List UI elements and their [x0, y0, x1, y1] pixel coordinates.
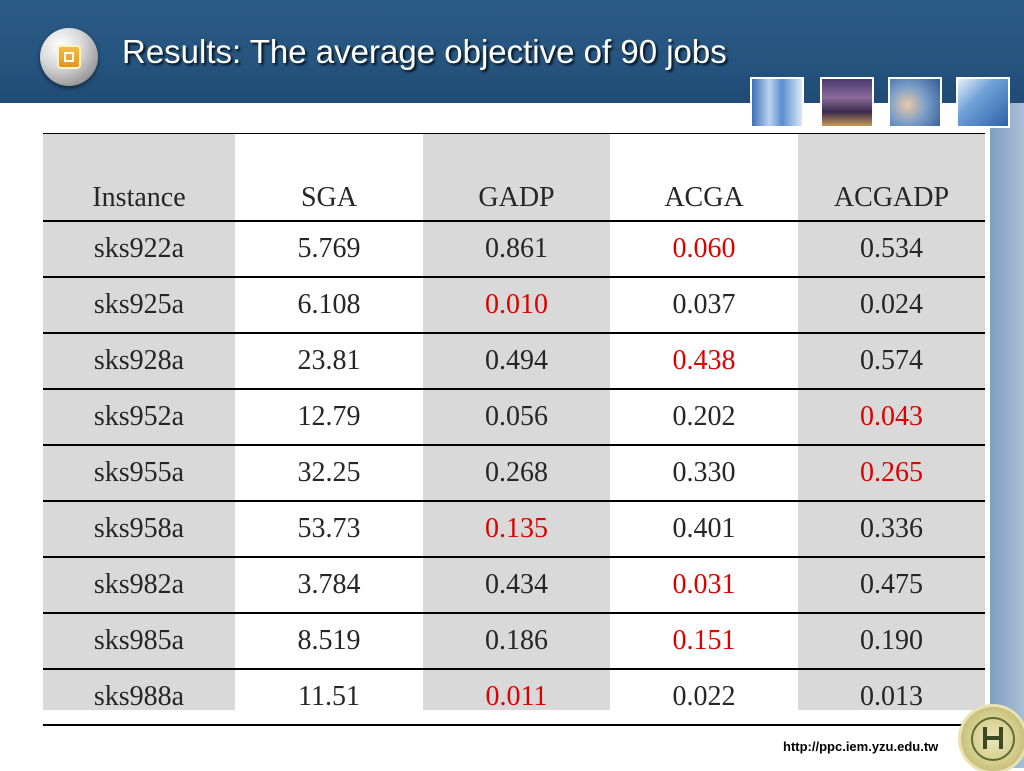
- header-gadp: GADP: [423, 133, 610, 222]
- city-night-photo-icon: [820, 77, 874, 128]
- header-acgadp: ACGADP: [798, 133, 985, 222]
- table-row: sks952a 12.79 0.056 0.202 0.043: [43, 388, 985, 446]
- table-row: sks925a 6.108 0.010 0.037 0.024: [43, 276, 985, 334]
- cell-acga: 0.401: [610, 500, 798, 558]
- cell-acgadp: 0.336: [798, 500, 985, 558]
- cell-instance: sks928a: [43, 332, 235, 390]
- cell-gadp: 0.011: [423, 668, 610, 726]
- results-table: Instance SGA GADP ACGA ACGADP sks922a 5.7…: [43, 133, 985, 726]
- cell-sga: 53.73: [235, 500, 423, 558]
- table-row: sks988a 11.51 0.011 0.022 0.013: [43, 668, 985, 726]
- person-phone-photo-icon: [888, 77, 942, 128]
- cell-acga: 0.330: [610, 444, 798, 502]
- cell-instance: sks952a: [43, 388, 235, 446]
- cell-sga: 23.81: [235, 332, 423, 390]
- building-photo-icon: [750, 77, 804, 128]
- cell-instance: sks958a: [43, 500, 235, 558]
- cell-acgadp: 0.534: [798, 220, 985, 278]
- footer-url: http://ppc.iem.yzu.edu.tw: [783, 739, 939, 754]
- cell-acga: 0.060: [610, 220, 798, 278]
- cell-acgadp: 0.024: [798, 276, 985, 334]
- cell-instance: sks988a: [43, 668, 235, 726]
- cell-acgadp: 0.574: [798, 332, 985, 390]
- header-instance: Instance: [43, 133, 235, 222]
- cell-gadp: 0.135: [423, 500, 610, 558]
- cell-sga: 12.79: [235, 388, 423, 446]
- cell-instance: sks982a: [43, 556, 235, 614]
- cell-instance: sks985a: [43, 612, 235, 670]
- cell-sga: 32.25: [235, 444, 423, 502]
- cell-acgadp: 0.190: [798, 612, 985, 670]
- table-row: sks922a 5.769 0.861 0.060 0.534: [43, 220, 985, 278]
- results-table-area: Instance SGA GADP ACGA ACGADP sks922a 5.7…: [43, 133, 985, 726]
- right-decorative-stripe: [990, 103, 1024, 768]
- slide-bullet-logo-icon: [40, 28, 98, 86]
- table-row: sks955a 32.25 0.268 0.330 0.265: [43, 444, 985, 502]
- cell-gadp: 0.434: [423, 556, 610, 614]
- cell-acga: 0.202: [610, 388, 798, 446]
- university-seal-icon: [961, 707, 1024, 771]
- cell-sga: 8.519: [235, 612, 423, 670]
- cell-gadp: 0.861: [423, 220, 610, 278]
- slide-title: Results: The average objective of 90 job…: [122, 33, 727, 70]
- cell-instance: sks925a: [43, 276, 235, 334]
- cell-gadp: 0.056: [423, 388, 610, 446]
- cell-acga: 0.031: [610, 556, 798, 614]
- table-row: sks958a 53.73 0.135 0.401 0.336: [43, 500, 985, 558]
- table-header-row: Instance SGA GADP ACGA ACGADP: [43, 133, 985, 222]
- cell-acga: 0.438: [610, 332, 798, 390]
- cell-acga: 0.151: [610, 612, 798, 670]
- cell-gadp: 0.010: [423, 276, 610, 334]
- header-acga: ACGA: [610, 133, 798, 222]
- cell-sga: 11.51: [235, 668, 423, 726]
- table-row: sks928a 23.81 0.494 0.438 0.574: [43, 332, 985, 390]
- cell-gadp: 0.186: [423, 612, 610, 670]
- skyscraper-photo-icon: [956, 77, 1010, 128]
- table-row: sks982a 3.784 0.434 0.031 0.475: [43, 556, 985, 614]
- cell-acga: 0.037: [610, 276, 798, 334]
- cell-sga: 5.769: [235, 220, 423, 278]
- cell-sga: 6.108: [235, 276, 423, 334]
- cell-acgadp: 0.265: [798, 444, 985, 502]
- cell-instance: sks955a: [43, 444, 235, 502]
- cell-acgadp: 0.013: [798, 668, 985, 726]
- header-sga: SGA: [235, 133, 423, 222]
- cell-acgadp: 0.475: [798, 556, 985, 614]
- table-row: sks985a 8.519 0.186 0.151 0.190: [43, 612, 985, 670]
- cell-acgadp: 0.043: [798, 388, 985, 446]
- cell-instance: sks922a: [43, 220, 235, 278]
- cell-sga: 3.784: [235, 556, 423, 614]
- cell-acga: 0.022: [610, 668, 798, 726]
- cell-gadp: 0.268: [423, 444, 610, 502]
- cell-gadp: 0.494: [423, 332, 610, 390]
